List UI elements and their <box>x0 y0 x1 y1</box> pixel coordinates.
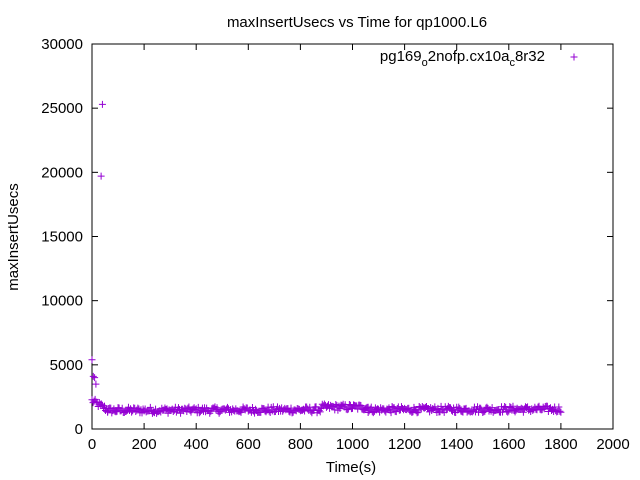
x-tick-label: 1000 <box>336 436 369 453</box>
data-point <box>287 404 295 412</box>
data-point <box>104 408 112 416</box>
data-point <box>316 408 324 416</box>
data-point <box>332 401 340 409</box>
legend: pg169o2nofp.cx10ac8r32 <box>380 48 578 69</box>
legend-marker-symbol <box>570 53 578 61</box>
data-point <box>455 403 463 411</box>
data-point <box>367 403 375 411</box>
x-tick-label: 200 <box>132 436 157 453</box>
data-point <box>146 403 154 411</box>
x-axis-ticks: 0 200 400 600 800 1000 1200 1400 1600 1800 2000 <box>88 44 630 453</box>
data-point <box>262 408 270 416</box>
data-point <box>509 402 517 410</box>
data-point-outlier <box>89 372 97 380</box>
data-point <box>535 402 543 410</box>
y-tick-label: 0 <box>75 421 83 438</box>
y-axis-ticks: 0 5000 10000 15000 20000 25000 30000 <box>41 36 613 438</box>
data-point <box>557 408 565 416</box>
data-point <box>343 406 351 414</box>
legend-label-part-3: 8r32 <box>515 48 545 65</box>
data-point <box>134 404 142 412</box>
x-tick-label: 1200 <box>388 436 421 453</box>
data-point <box>183 408 191 416</box>
data-point <box>504 408 512 416</box>
data-point <box>519 408 527 416</box>
data-point-outlier <box>91 374 99 382</box>
x-tick-label: 0 <box>88 436 96 453</box>
legend-label-sub-2: c <box>509 57 515 69</box>
series-points <box>88 100 565 417</box>
data-point <box>450 404 458 412</box>
data-point <box>392 408 400 416</box>
data-point <box>413 409 421 417</box>
legend-label-part-1: pg169 <box>380 48 422 65</box>
data-point <box>128 408 136 416</box>
y-tick-label: 20000 <box>41 164 83 181</box>
y-tick-label: 10000 <box>41 293 83 310</box>
data-point <box>387 409 395 417</box>
data-point <box>213 404 221 412</box>
x-tick-label: 2000 <box>596 436 629 453</box>
data-point <box>556 407 564 415</box>
chart-title: maxInsertUsecs vs Time for qp1000.L6 <box>227 14 487 31</box>
legend-marker <box>570 53 578 61</box>
data-point <box>517 404 525 412</box>
x-tick-label: 400 <box>184 436 209 453</box>
data-point <box>369 409 377 417</box>
data-point <box>357 401 365 409</box>
legend-label: pg169o2nofp.cx10ac8r32 <box>380 48 545 69</box>
y-axis-label: maxInsertUsecs <box>5 183 22 291</box>
data-point <box>194 403 202 411</box>
data-point <box>555 403 563 411</box>
plot-frame <box>91 43 614 430</box>
y-tick-label: 25000 <box>41 100 83 117</box>
data-point <box>414 408 422 416</box>
x-tick-label: 1400 <box>440 436 473 453</box>
x-tick-label: 1800 <box>544 436 577 453</box>
data-point <box>118 404 126 412</box>
data-point <box>112 408 120 416</box>
x-tick-label: 1600 <box>492 436 525 453</box>
data-point <box>390 404 398 412</box>
x-tick-label: 800 <box>288 436 313 453</box>
x-tick-label: 600 <box>236 436 261 453</box>
data-point <box>122 407 130 415</box>
y-tick-label: 15000 <box>41 229 83 246</box>
legend-label-sub-1: o <box>422 57 428 69</box>
data-point-outlier <box>88 356 96 364</box>
x-axis-label: Time(s) <box>326 459 376 476</box>
data-point <box>169 408 177 416</box>
data-point-outlier <box>92 380 100 388</box>
data-point <box>248 403 256 411</box>
y-tick-label: 5000 <box>50 357 83 374</box>
data-point <box>257 408 265 416</box>
data-point-outlier <box>97 172 105 180</box>
y-tick-label: 30000 <box>41 36 83 53</box>
legend-label-part-2: 2nofp.cx10a <box>428 48 510 65</box>
data-point-outlier <box>98 100 106 108</box>
